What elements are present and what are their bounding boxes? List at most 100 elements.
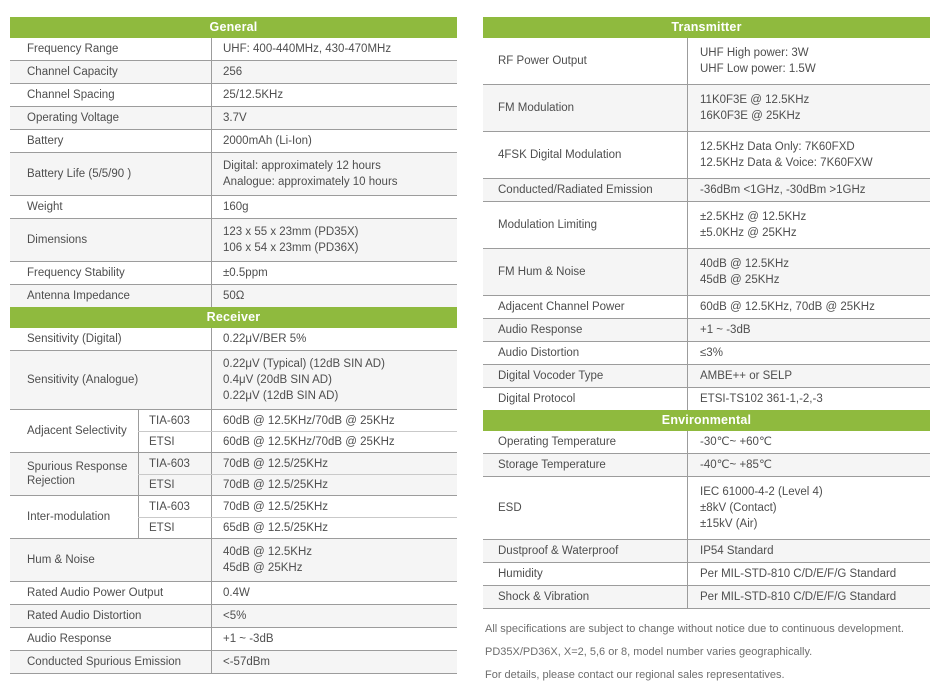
spec-value-line: 50Ω bbox=[223, 290, 245, 302]
spec-value: 40dB @ 12.5KHz 45dB @ 25KHz bbox=[211, 539, 457, 581]
spec-value: 25/12.5KHz bbox=[211, 84, 457, 106]
spec-value-line: ETSI-TS102 361-1,-2,-3 bbox=[700, 393, 823, 405]
spec-label: Audio Distortion bbox=[498, 347, 580, 359]
standards-group: TIA-603 60dB @ 12.5KHz/70dB @ 25KHz ETSI 60… bbox=[138, 410, 457, 452]
spec-value: 60dB @ 12.5KHz, 70dB @ 25KHz bbox=[687, 296, 930, 318]
table-row: Frequency Stability ±0.5ppm bbox=[10, 261, 457, 284]
spec-value-line: AMBE++ or SELP bbox=[700, 370, 793, 382]
table-row: Storage Temperature -40℃~ +85℃ bbox=[483, 453, 930, 476]
spec-label: Spurious Response Rejection bbox=[27, 461, 128, 487]
spec-label: Antenna Impedance bbox=[27, 290, 130, 302]
table-row: Operating Voltage 3.7V bbox=[10, 106, 457, 129]
spec-value-line: 0.4μV (20dB SIN AD) bbox=[223, 374, 332, 386]
spec-label: Weight bbox=[27, 201, 63, 213]
spec-label: Digital Vocoder Type bbox=[498, 370, 604, 382]
spec-value-line: Digital: approximately 12 hours bbox=[223, 160, 381, 172]
table-row: Dimensions 123 x 55 x 23mm (PD35X) 106 x 5… bbox=[10, 218, 457, 261]
table-row: Channel Capacity 256 bbox=[10, 60, 457, 83]
spec-value-line: 16K0F3E @ 25KHz bbox=[700, 110, 801, 122]
footnotes: All specifications are subject to change… bbox=[483, 623, 930, 682]
transmitter-environmental-table: Transmitter RF Power Output UHF High power… bbox=[483, 17, 930, 609]
spec-value-line: 160g bbox=[223, 201, 249, 213]
spec-value-line: 40dB @ 12.5KHz bbox=[223, 546, 313, 558]
spec-value: 0.22μV (Typical) (12dB SIN AD) 0.4μV (20d… bbox=[211, 351, 457, 409]
spec-value-line: 60dB @ 12.5KHz/70dB @ 25KHz bbox=[223, 436, 395, 448]
spec-value-line: 0.22μV (12dB SIN AD) bbox=[223, 390, 339, 402]
spec-value-line: UHF Low power: 1.5W bbox=[700, 63, 816, 75]
general-receiver-table: General Frequency Range UHF: 400-440MHz, 4… bbox=[10, 17, 457, 674]
spec-value: -40℃~ +85℃ bbox=[687, 454, 930, 476]
standard-name: TIA-603 bbox=[138, 410, 211, 431]
spec-value-line: 70dB @ 12.5/25KHz bbox=[223, 500, 329, 513]
spec-value: Per MIL-STD-810 C/D/E/F/G Standard bbox=[687, 563, 930, 585]
spec-value-line: <-57dBm bbox=[223, 656, 270, 668]
spec-label: Modulation Limiting bbox=[498, 219, 598, 231]
spec-value-line: ±8kV (Contact) bbox=[700, 502, 777, 514]
spec-label: Inter-modulation bbox=[27, 511, 111, 523]
table-row: Modulation Limiting ±2.5KHz @ 12.5KHz ±5.0… bbox=[483, 201, 930, 248]
spec-value: 0.4W bbox=[211, 582, 457, 604]
spec-label: Audio Response bbox=[498, 324, 583, 336]
spec-label: Hum & Noise bbox=[27, 554, 95, 566]
spec-label: FM Modulation bbox=[498, 102, 575, 114]
spec-value: 60dB @ 12.5KHz/70dB @ 25KHz bbox=[211, 432, 457, 452]
standards-group: TIA-603 70dB @ 12.5/25KHz ETSI 65dB @ 12.5/… bbox=[138, 496, 457, 538]
spec-value-line: 65dB @ 12.5/25KHz bbox=[223, 522, 329, 534]
section-rows: Sensitivity (Digital) 0.22μV/BER 5% Sensit… bbox=[10, 328, 457, 673]
section-rows: Frequency Range UHF: 400-440MHz, 430-470M… bbox=[10, 38, 457, 307]
table-row: Adjacent Selectivity TIA-603 60dB @ 12.5KH… bbox=[10, 409, 457, 452]
table-row: Audio Response +1 ~ -3dB bbox=[10, 627, 457, 650]
standard-row: TIA-603 60dB @ 12.5KHz/70dB @ 25KHz bbox=[138, 410, 457, 431]
spec-value-line: 0.22μV (Typical) (12dB SIN AD) bbox=[223, 358, 385, 370]
spec-label: Audio Response bbox=[27, 633, 112, 645]
spec-value: AMBE++ or SELP bbox=[687, 365, 930, 387]
right-column: Transmitter RF Power Output UHF High power… bbox=[483, 17, 930, 685]
left-column: General Frequency Range UHF: 400-440MHz, 4… bbox=[10, 17, 457, 674]
spec-label: Adjacent Selectivity bbox=[27, 425, 127, 437]
table-row: Channel Spacing 25/12.5KHz bbox=[10, 83, 457, 106]
table-row: Battery Life (5/5/90 ) Digital: approxima… bbox=[10, 152, 457, 195]
section-header: Receiver bbox=[10, 307, 457, 328]
spec-label: Dustproof & Waterproof bbox=[498, 545, 619, 557]
table-row: Rated Audio Distortion <5% bbox=[10, 604, 457, 627]
spec-value: IP54 Standard bbox=[687, 540, 930, 562]
spec-value: 60dB @ 12.5KHz/70dB @ 25KHz bbox=[211, 410, 457, 431]
spec-value: 0.22μV/BER 5% bbox=[211, 328, 457, 350]
spec-label: Adjacent Channel Power bbox=[498, 301, 625, 313]
spec-value-line: ±2.5KHz @ 12.5KHz bbox=[700, 211, 807, 223]
spec-value-line: 0.22μV/BER 5% bbox=[223, 333, 307, 345]
spec-value-line: <5% bbox=[223, 610, 247, 622]
spec-value: 12.5KHz Data Only: 7K60FXD 12.5KHz Data &… bbox=[687, 132, 930, 178]
spec-value-line: ±5.0KHz @ 25KHz bbox=[700, 227, 797, 239]
spec-label: Channel Spacing bbox=[27, 89, 115, 101]
table-row: Frequency Range UHF: 400-440MHz, 430-470M… bbox=[10, 38, 457, 60]
spec-value: 2000mAh (Li-Ion) bbox=[211, 130, 457, 152]
spec-label: 4FSK Digital Modulation bbox=[498, 149, 622, 161]
table-row: Audio Response +1 ~ -3dB bbox=[483, 318, 930, 341]
table-row: Humidity Per MIL-STD-810 C/D/E/F/G Standa… bbox=[483, 562, 930, 585]
standard-name: ETSI bbox=[138, 475, 211, 495]
spec-label: Operating Temperature bbox=[498, 436, 617, 448]
spec-value: +1 ~ -3dB bbox=[687, 319, 930, 341]
spec-value: UHF High power: 3W UHF Low power: 1.5W bbox=[687, 38, 930, 84]
spec-value-line: 2000mAh (Li-Ion) bbox=[223, 135, 312, 147]
spec-value-line: 11K0F3E @ 12.5KHz bbox=[700, 94, 810, 106]
table-row: Battery 2000mAh (Li-Ion) bbox=[10, 129, 457, 152]
spec-value: <-57dBm bbox=[211, 651, 457, 673]
spec-value-line: -40℃~ +85℃ bbox=[700, 459, 772, 471]
spec-value-line: 256 bbox=[223, 66, 243, 78]
spec-value-line: Per MIL-STD-810 C/D/E/F/G Standard bbox=[700, 568, 897, 580]
standard-row: TIA-603 70dB @ 12.5/25KHz bbox=[138, 453, 457, 474]
table-row: Weight 160g bbox=[10, 195, 457, 218]
spec-value: 3.7V bbox=[211, 107, 457, 129]
spec-value-line: UHF High power: 3W bbox=[700, 47, 809, 59]
standard-row: ETSI 70dB @ 12.5/25KHz bbox=[138, 474, 457, 495]
standard-row: ETSI 65dB @ 12.5/25KHz bbox=[138, 517, 457, 538]
table-row: 4FSK Digital Modulation 12.5KHz Data Only… bbox=[483, 131, 930, 178]
spec-value: 70dB @ 12.5/25KHz bbox=[211, 475, 457, 495]
spec-value-line: 3.7V bbox=[223, 112, 247, 124]
spec-label: Humidity bbox=[498, 568, 543, 580]
spec-value-line: +1 ~ -3dB bbox=[223, 633, 274, 645]
spec-label: Channel Capacity bbox=[27, 66, 118, 78]
